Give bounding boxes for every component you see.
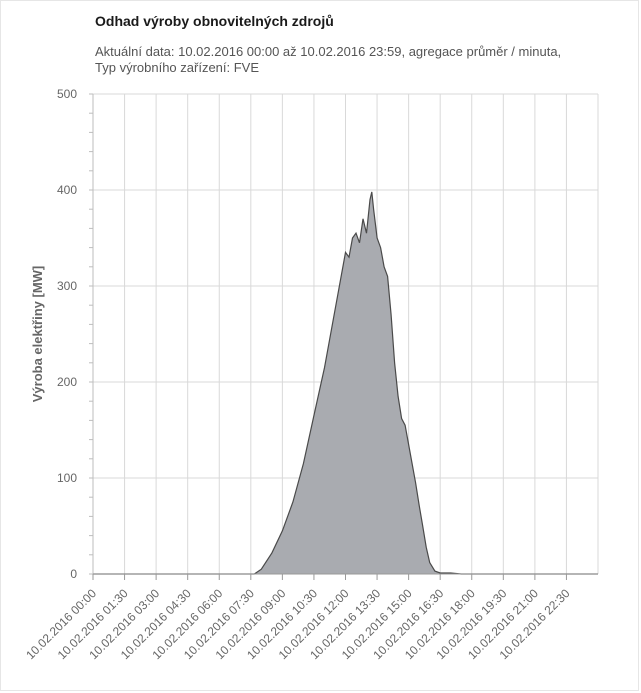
- series-area: [93, 191, 598, 574]
- y-tick-label: 200: [57, 375, 77, 389]
- chart-subtitle: Aktuální data: 10.02.2016 00:00 až 10.02…: [95, 44, 562, 75]
- y-axis-label: Výroba elektřiny [MW]: [30, 266, 45, 403]
- y-tick-label: 0: [70, 567, 77, 581]
- y-tick-label: 500: [57, 87, 77, 101]
- y-tick-label: 100: [57, 471, 77, 485]
- y-tick-labels: 0 100 200 300 400 500: [57, 87, 77, 581]
- y-tick-label: 300: [57, 279, 77, 293]
- area-layer: [93, 191, 598, 575]
- chart-title: Odhad výroby obnovitelných zdrojů: [95, 13, 334, 29]
- series-line: [93, 191, 598, 575]
- y-tick-label: 400: [57, 183, 77, 197]
- axes: [89, 93, 598, 580]
